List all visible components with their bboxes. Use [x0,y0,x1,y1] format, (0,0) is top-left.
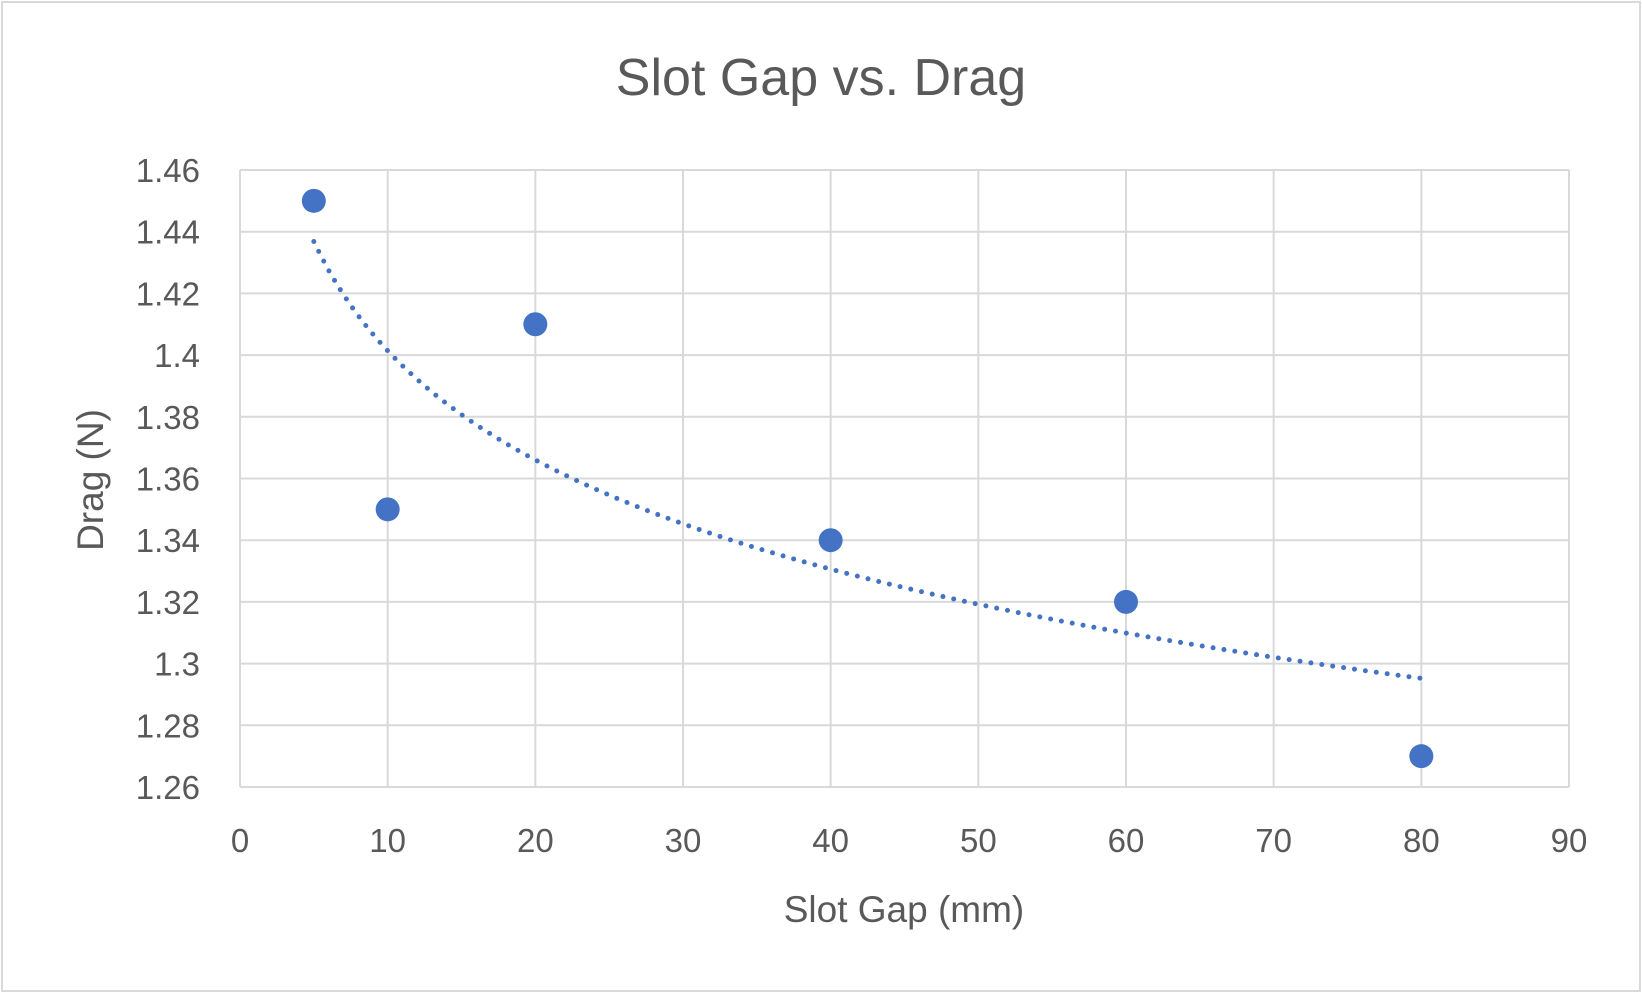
x-tick-label: 90 [1551,822,1588,859]
x-tick-label: 10 [369,822,406,859]
x-tick-label: 80 [1403,822,1440,859]
x-axis-tick-labels: 0 10 20 30 40 50 60 70 80 90 [231,822,1588,859]
y-tick-label: 1.46 [136,152,200,189]
x-tick-label: 20 [517,822,554,859]
data-point [301,188,326,213]
data-point [1409,744,1434,769]
data-point [1114,589,1138,614]
y-tick-label: 1.36 [136,461,200,498]
x-tick-label: 0 [231,822,249,859]
x-tick-label: 50 [960,822,997,859]
y-tick-label: 1.44 [136,214,200,251]
y-tick-label: 1.34 [136,522,200,559]
y-axis-tick-labels: 1.26 1.28 1.3 1.32 1.34 1.36 1.38 1.4 1.42 1.44 1.… [136,152,200,806]
x-tick-label: 60 [1108,822,1145,859]
x-tick-label: 70 [1255,822,1292,859]
y-tick-label: 1.4 [154,337,200,374]
gridlines [239,169,1570,788]
trendline [311,239,1424,681]
y-tick-label: 1.42 [136,275,200,312]
data-point [523,312,548,337]
x-axis-title: Slot Gap (mm) [784,889,1025,930]
y-tick-label: 1.3 [154,646,200,683]
chart-title: Slot Gap vs. Drag [616,49,1026,107]
y-axis-title: Drag (N) [70,409,111,551]
x-tick-label: 40 [812,822,849,859]
data-point [375,497,400,522]
x-tick-label: 30 [665,822,702,859]
y-tick-label: 1.28 [136,707,200,744]
y-tick-label: 1.32 [136,584,200,621]
data-point [818,528,843,553]
data-points [301,188,1434,769]
y-tick-label: 1.38 [136,399,200,436]
y-tick-label: 1.26 [136,769,200,806]
